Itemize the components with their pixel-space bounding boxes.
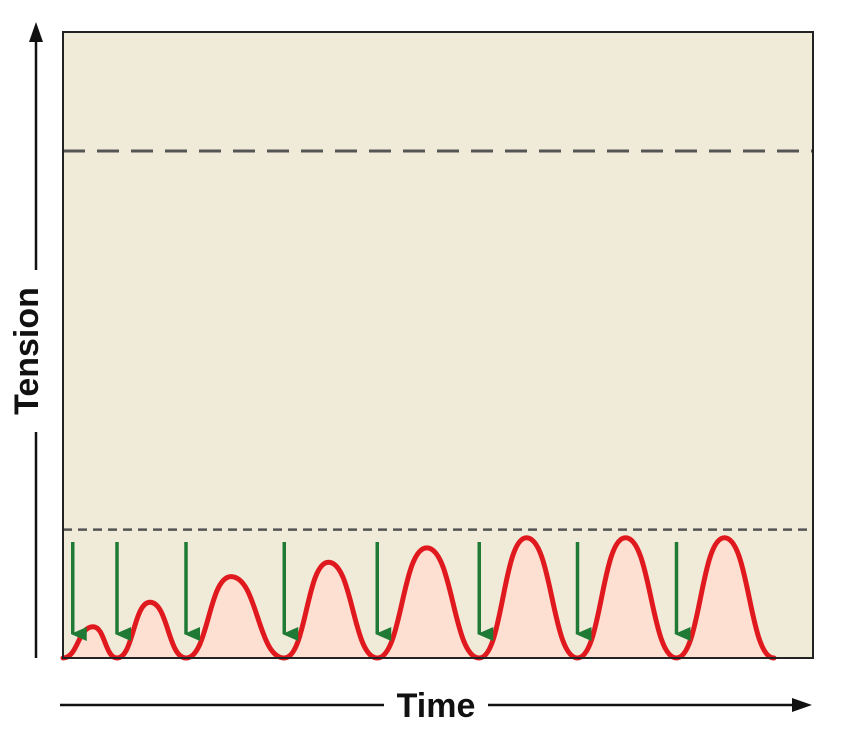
y-axis-arrowhead [29,22,43,42]
x-axis-arrowhead [792,698,812,712]
y-axis-label: Tension [8,287,46,415]
plot-frame [62,31,814,659]
tension-curve [60,535,777,661]
x-axis-label: Time [397,687,476,725]
